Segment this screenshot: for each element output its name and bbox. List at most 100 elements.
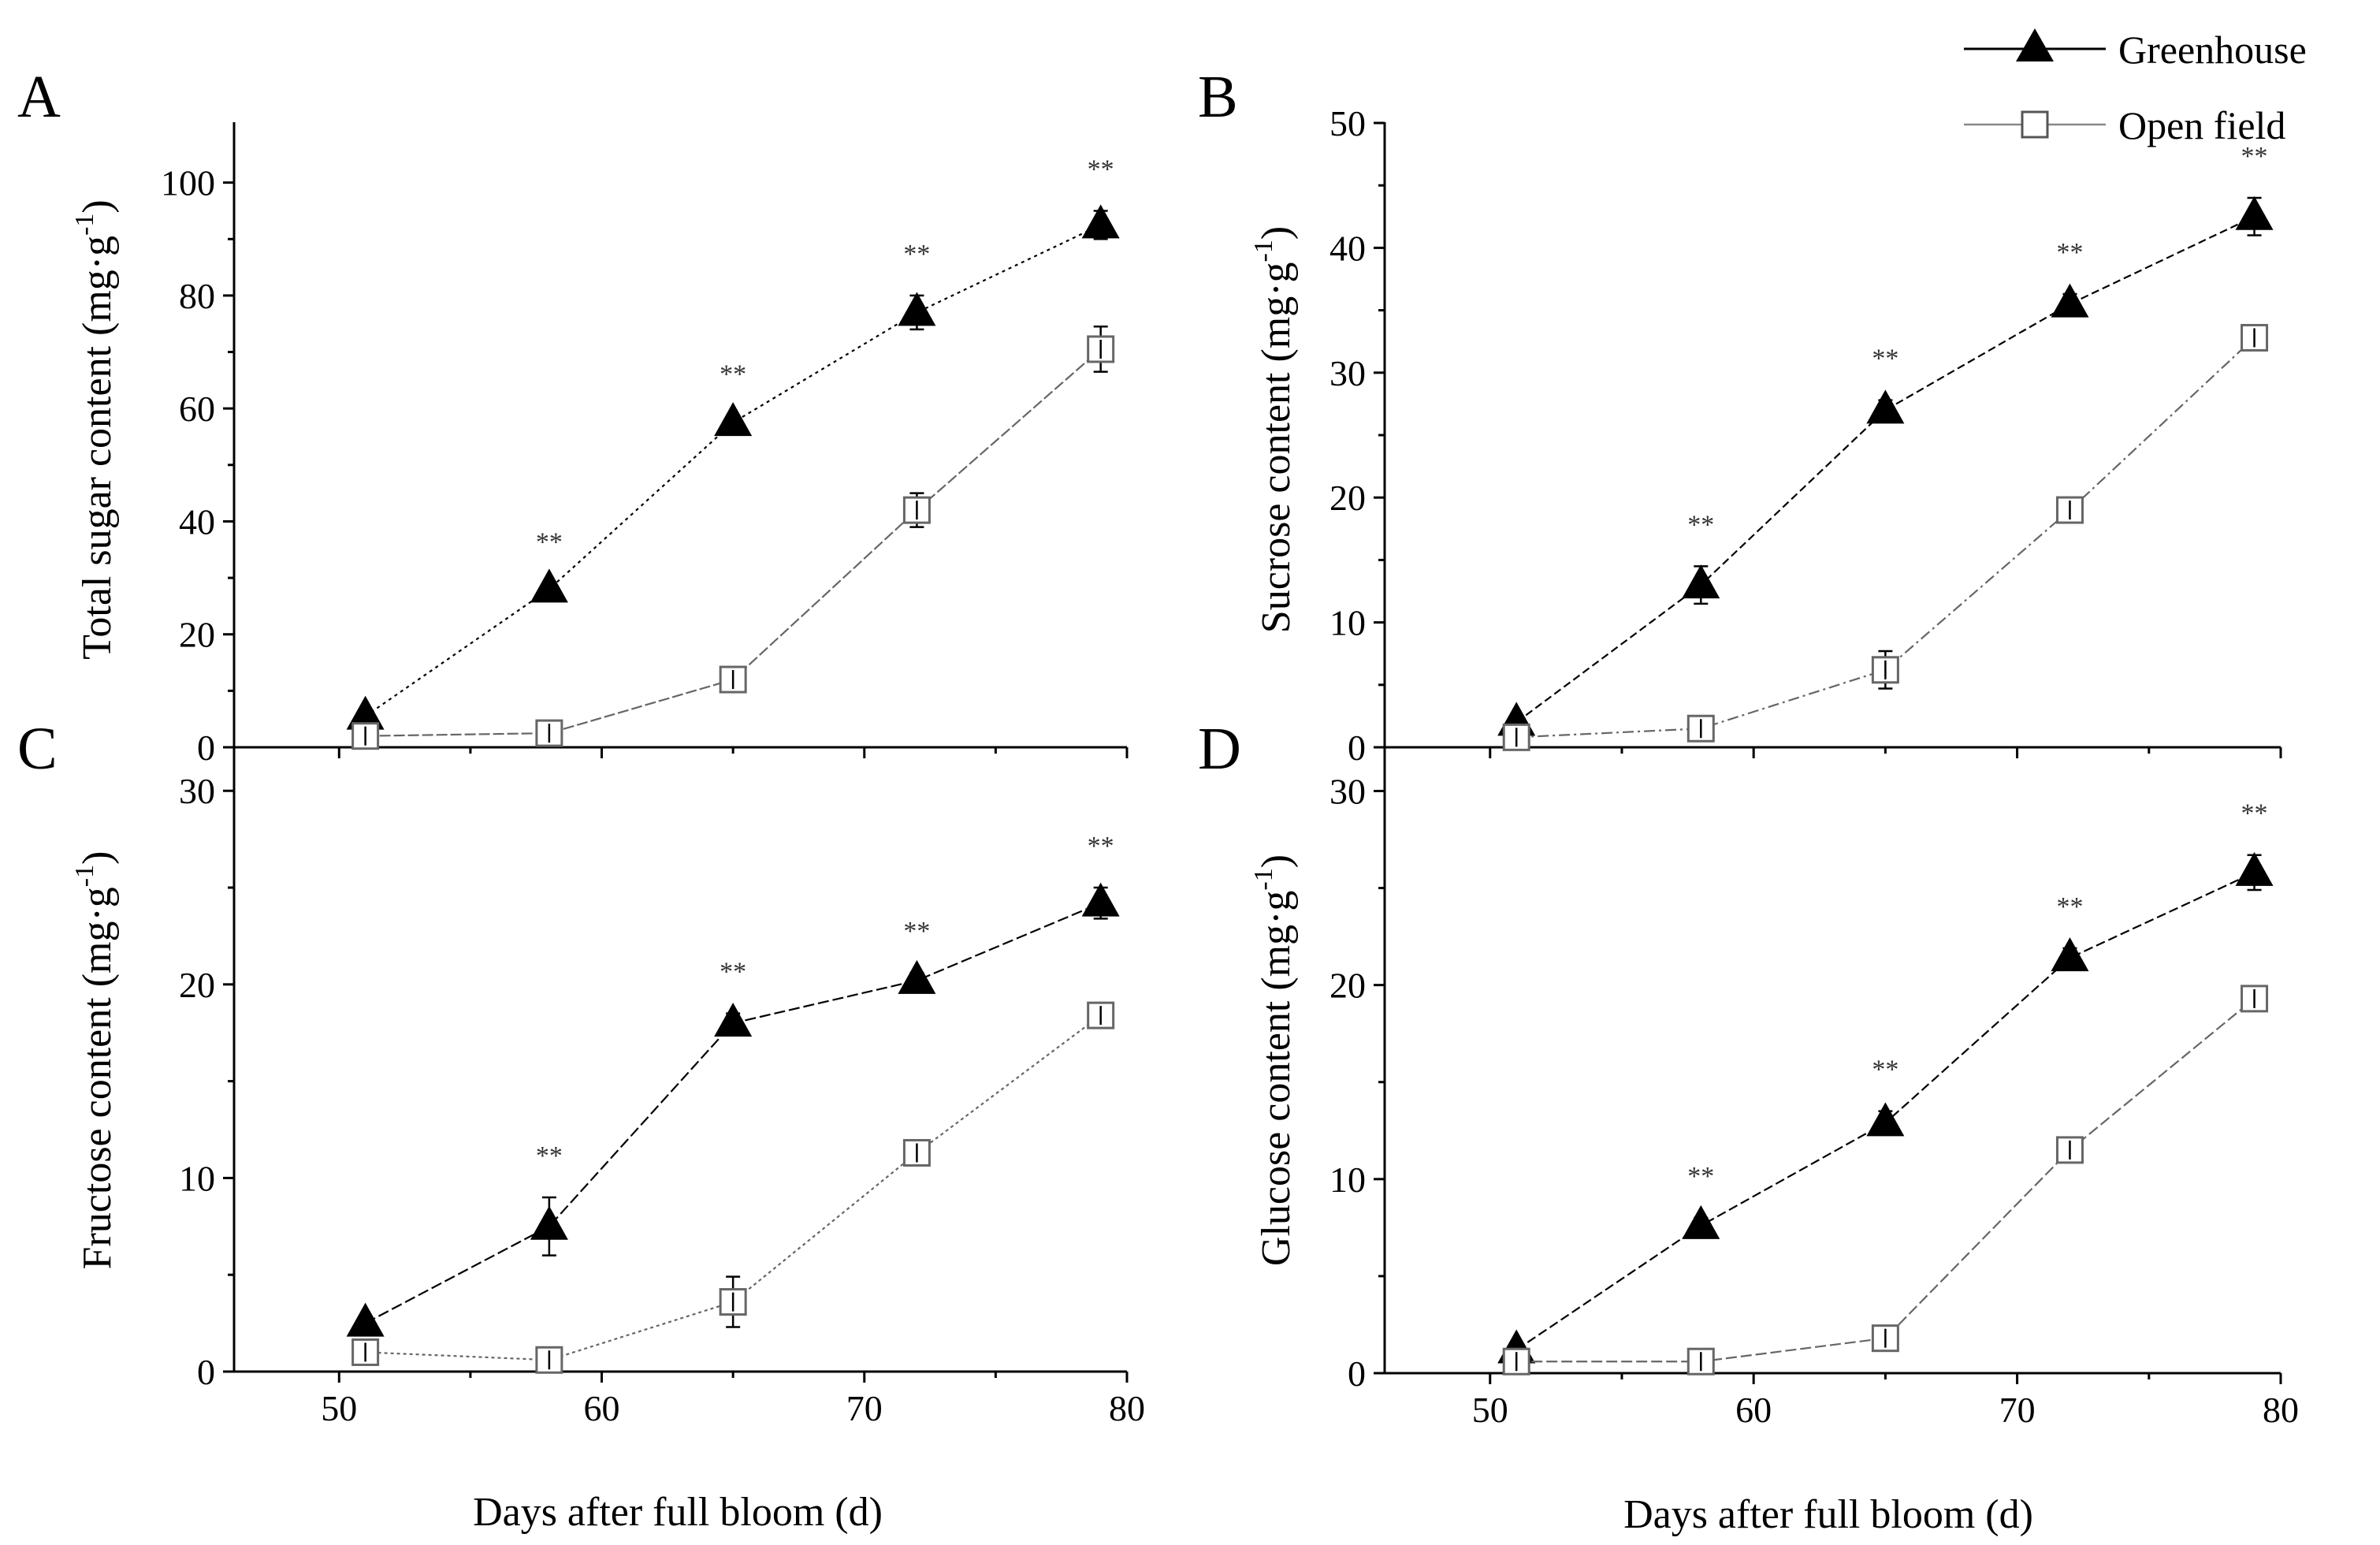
significance-label-b: ** [1872, 344, 1898, 374]
point-greenhouse-a [530, 568, 568, 603]
point-greenhouse-c [898, 959, 936, 994]
x-tick-label-c: 80 [1109, 1388, 1145, 1428]
point-greenhouse-c [1081, 882, 1120, 917]
y-tick-label-c: 20 [179, 965, 215, 1005]
panel-a: A Total sugar content (mg·g-1) 0 20 40 60 80… [17, 64, 1129, 768]
y-axis-title-c-sup: -1 [70, 865, 99, 887]
point-greenhouse-d [2051, 937, 2089, 972]
point-greenhouse-a [714, 402, 753, 437]
panel-letter-a: A [17, 64, 61, 130]
point-greenhouse-c [346, 1302, 385, 1337]
legend: Greenhouse Open field [1964, 28, 2307, 147]
point-greenhouse-c [714, 1002, 753, 1037]
point-greenhouse-d [1682, 1204, 1720, 1239]
legend-label-open-field: Open field [2118, 103, 2285, 147]
panel-letter-c: C [17, 716, 58, 782]
significance-label-b: ** [2056, 238, 2083, 267]
significance-label-d: ** [2056, 892, 2083, 921]
legend-marker-open-field [2021, 110, 2049, 139]
y-axis-title-c-base: Fructose content (mg·g [75, 887, 120, 1269]
x-tick-label-d: 50 [1472, 1390, 1508, 1430]
significance-label-a: ** [536, 527, 563, 557]
y-axis-title-b-sup: -1 [1249, 240, 1278, 262]
significance-label-b: ** [1687, 510, 1714, 539]
point-greenhouse-b [1866, 389, 1905, 424]
x-tick-label-c: 60 [584, 1388, 620, 1428]
significance-label-c: ** [903, 917, 930, 946]
y-tick-label-d: 30 [1329, 771, 1366, 811]
y-tick-label-a: 80 [179, 276, 215, 316]
y-tick-label-b: 0 [1348, 728, 1366, 768]
point-greenhouse-a [898, 292, 936, 326]
significance-label-d: ** [1872, 1055, 1898, 1085]
x-tick-label-c: 50 [321, 1388, 357, 1428]
x-axis-title-c: Days after full bloom (d) [473, 1490, 883, 1535]
y-axis-title-b-end: ) [1254, 226, 1299, 240]
point-greenhouse-d [1866, 1102, 1905, 1137]
y-axis-title-d-end: ) [1254, 854, 1299, 868]
point-greenhouse-b [2051, 283, 2089, 318]
point-greenhouse-b [1682, 564, 1720, 599]
significance-label-a: ** [1088, 154, 1114, 184]
y-tick-label-c: 0 [197, 1352, 215, 1392]
y-axis-title-a: Total sugar content (mg·g-1) [70, 199, 120, 660]
y-tick-label-c: 10 [179, 1158, 215, 1198]
y-axis-title-c: Fructose content (mg·g-1) [70, 851, 120, 1270]
x-tick-label-c: 70 [846, 1388, 883, 1428]
legend-item-open-field: Open field [1964, 103, 2285, 147]
y-tick-label-b: 30 [1329, 353, 1366, 393]
y-axis-title-a-base: Total sugar content (mg·g [75, 236, 120, 660]
x-tick-label-d: 80 [2263, 1390, 2299, 1430]
y-tick-label-a: 20 [179, 615, 215, 655]
y-tick-label-c: 30 [179, 771, 215, 811]
significance-label-d: ** [1687, 1162, 1714, 1191]
y-tick-label-d: 10 [1329, 1160, 1366, 1200]
significance-label-b: ** [2241, 142, 2268, 171]
significance-label-c: ** [1088, 832, 1114, 861]
y-axis-title-b-base: Sucrose content (mg·g [1254, 262, 1299, 633]
x-axis-title-d: Days after full bloom (d) [1623, 1492, 2033, 1537]
y-axis-title-d-sup: -1 [1249, 868, 1278, 890]
y-axis-title-c-end: ) [75, 851, 120, 865]
panel-c: C Fructose content (mg·g-1) Days after f… [17, 716, 1145, 1535]
series-line-greenhouse-a [364, 224, 1102, 717]
point-greenhouse-d [2235, 851, 2274, 886]
y-tick-label-a: 60 [179, 389, 215, 429]
legend-marker-greenhouse [2016, 28, 2054, 61]
y-tick-label-b: 40 [1329, 228, 1366, 268]
y-axis-title-d-base: Glucose content (mg·g [1254, 891, 1299, 1267]
y-tick-label-b: 10 [1329, 603, 1366, 643]
panel-letter-d: D [1198, 716, 1241, 782]
x-tick-label-d: 70 [1999, 1390, 2036, 1430]
y-tick-label-b: 50 [1329, 103, 1366, 143]
series-line-open-field-d [1516, 998, 2255, 1363]
legend-label-greenhouse: Greenhouse [2118, 28, 2307, 72]
y-tick-label-d: 20 [1329, 966, 1366, 1006]
point-greenhouse-a [1081, 204, 1120, 239]
y-tick-label-a: 100 [161, 163, 215, 203]
y-tick-label-d: 0 [1348, 1353, 1366, 1394]
significance-label-c: ** [720, 958, 746, 987]
panel-letter-b: B [1198, 64, 1238, 130]
x-tick-label-d: 60 [1735, 1390, 1772, 1430]
series-line-open-field-c [365, 1014, 1102, 1361]
point-greenhouse-c [530, 1205, 568, 1240]
y-tick-label-b: 20 [1329, 478, 1366, 518]
y-tick-label-a: 40 [179, 501, 215, 542]
y-tick-label-a: 0 [197, 728, 215, 768]
y-axis-title-a-sup: -1 [70, 214, 99, 236]
significance-label-a: ** [903, 240, 930, 269]
panel-d: D Glucose content (mg·g-1) Days after fu… [1198, 716, 2299, 1537]
point-greenhouse-a [346, 695, 385, 730]
y-axis-title-d: Glucose content (mg·g-1) [1249, 854, 1299, 1266]
panel-b: B Sucrose content (mg·g-1) 0 10 20 30 40 50 **… [1198, 64, 2282, 768]
significance-label-d: ** [2241, 799, 2268, 828]
y-axis-title-a-end: ) [75, 199, 120, 213]
significance-label-a: ** [720, 359, 746, 389]
significance-label-c: ** [536, 1141, 563, 1171]
point-greenhouse-b [2235, 195, 2274, 230]
legend-item-greenhouse: Greenhouse [1964, 28, 2307, 72]
y-axis-title-b: Sucrose content (mg·g-1) [1249, 226, 1299, 633]
